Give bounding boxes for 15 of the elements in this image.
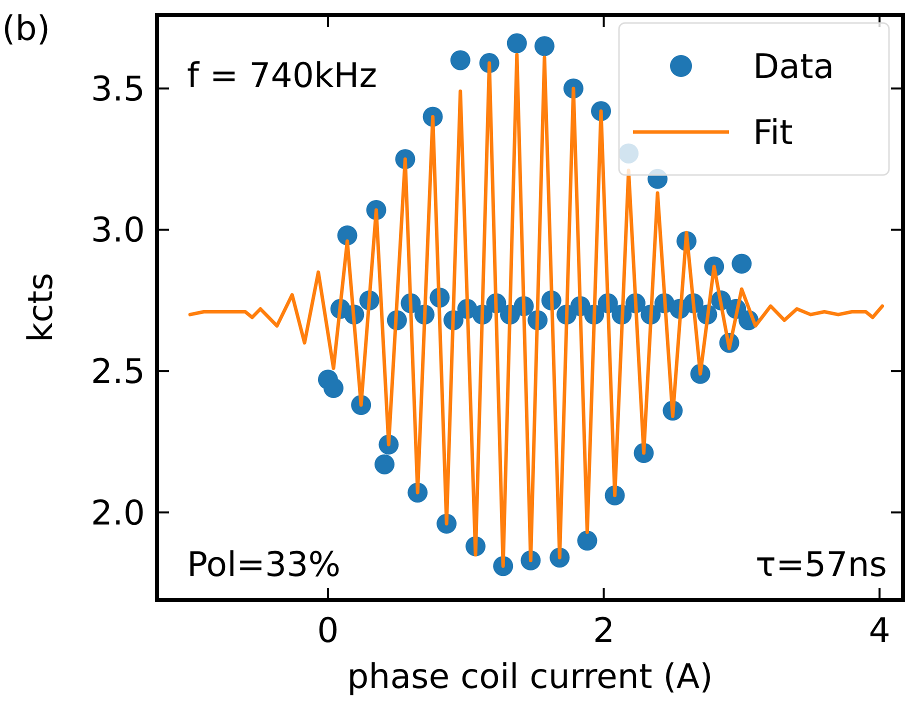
- x-tick-label: 4: [868, 611, 890, 651]
- y-tick-label: 2.0: [90, 493, 145, 534]
- x-tick-label: 2: [592, 611, 615, 651]
- y-tick-label: 2.5: [90, 352, 145, 392]
- annotation: f = 740kHz: [187, 56, 378, 96]
- y-tick-label: 3.5: [90, 69, 145, 110]
- y-tick-label: 3.0: [90, 210, 145, 251]
- legend-label: Data: [753, 46, 834, 87]
- x-tick-label: 0: [317, 611, 339, 651]
- annotation: τ=57ns: [756, 545, 887, 585]
- text: (b): [2, 9, 50, 49]
- annotation: Pol=33%: [187, 545, 341, 585]
- legend-label: Fit: [753, 112, 793, 153]
- x-axis-title: phase coil current (A): [347, 657, 713, 697]
- y-axis-title: kcts: [21, 272, 61, 342]
